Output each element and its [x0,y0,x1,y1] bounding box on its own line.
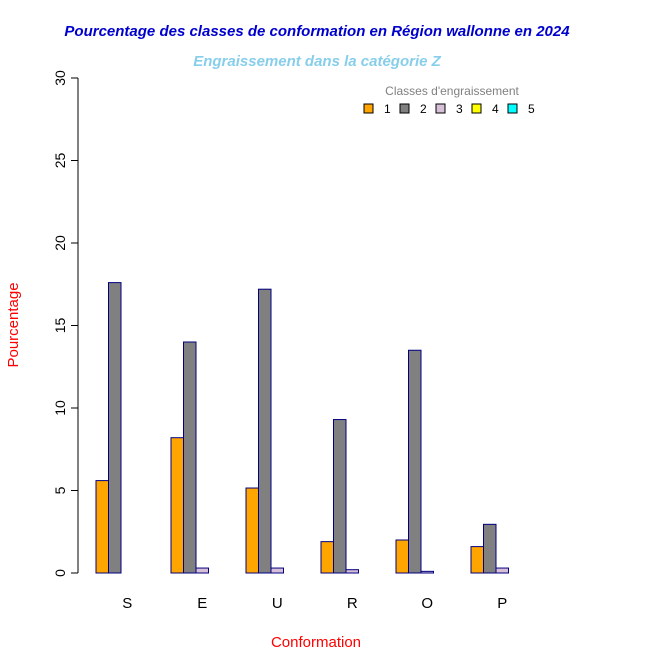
legend-swatch [471,103,482,114]
y-tick-label: 30 [52,70,68,86]
y-tick-label: 15 [52,318,68,334]
bar-S-class-2 [108,282,122,574]
chart-subtitle: Engraissement dans la catégorie Z [193,53,441,70]
y-tick-label: 0 [52,569,68,577]
legend-swatch [507,103,518,114]
bar-O-class-1 [395,539,409,574]
bar-U-class-2 [258,288,272,574]
bar-R-class-2 [333,419,347,574]
x-tick-label: U [272,595,283,612]
legend-label: 1 [384,102,391,116]
legend-label: 4 [492,102,499,116]
bar-E-class-1 [170,437,184,574]
x-tick-label: S [122,595,132,612]
x-tick-label: P [497,595,507,612]
bar-R-class-3 [345,569,359,574]
bar-P-class-1 [470,546,484,574]
bar-E-class-2 [183,341,197,574]
legend: Classes d'engraissement 1 2 3 4 5 [363,84,535,116]
bar-group-R [320,419,359,574]
legend-label: 2 [420,102,427,116]
legend-label: 3 [456,102,463,116]
bar-group-P [470,523,509,574]
x-tick-label: E [197,595,207,612]
x-tick-label: R [347,595,358,612]
bar-S-class-1 [95,480,109,574]
y-axis-label: Pourcentage [5,282,22,367]
legend-label: 5 [528,102,535,116]
bar-O-class-3 [420,570,434,574]
legend-swatch [399,103,410,114]
bar-P-class-2 [483,523,497,574]
bar-group-U [245,288,284,574]
legend-title: Classes d'engraissement [385,84,519,98]
bar-R-class-1 [320,541,334,574]
y-tick-label: 20 [52,235,68,251]
legend-swatch [363,103,374,114]
legend-item-4: 4 [471,102,499,116]
y-tick-label: 25 [52,153,68,169]
bar-group-E [170,341,209,574]
bar-O-class-2 [408,349,422,574]
x-axis-label: Conformation [271,634,361,651]
legend-item-2: 2 [399,102,427,116]
bar-E-class-3 [195,567,209,574]
bar-U-class-3 [270,567,284,574]
bar-group-S [95,282,122,574]
chart-title: Pourcentage des classes de conformation … [64,23,570,40]
bar-group-O [395,349,434,574]
x-tick-label: O [421,595,433,612]
legend-item-5: 5 [507,102,535,116]
y-tick-label: 5 [52,486,68,494]
bars [95,282,509,574]
y-axis: 0 5 10 15 20 25 30 [52,70,79,577]
bar-U-class-1 [245,487,259,574]
legend-item-1: 1 [363,102,391,116]
legend-items: 1 2 3 4 5 [363,102,535,116]
legend-item-3: 3 [435,102,463,116]
legend-swatch [435,103,446,114]
y-tick-label: 10 [52,400,68,416]
bar-P-class-3 [495,567,509,574]
